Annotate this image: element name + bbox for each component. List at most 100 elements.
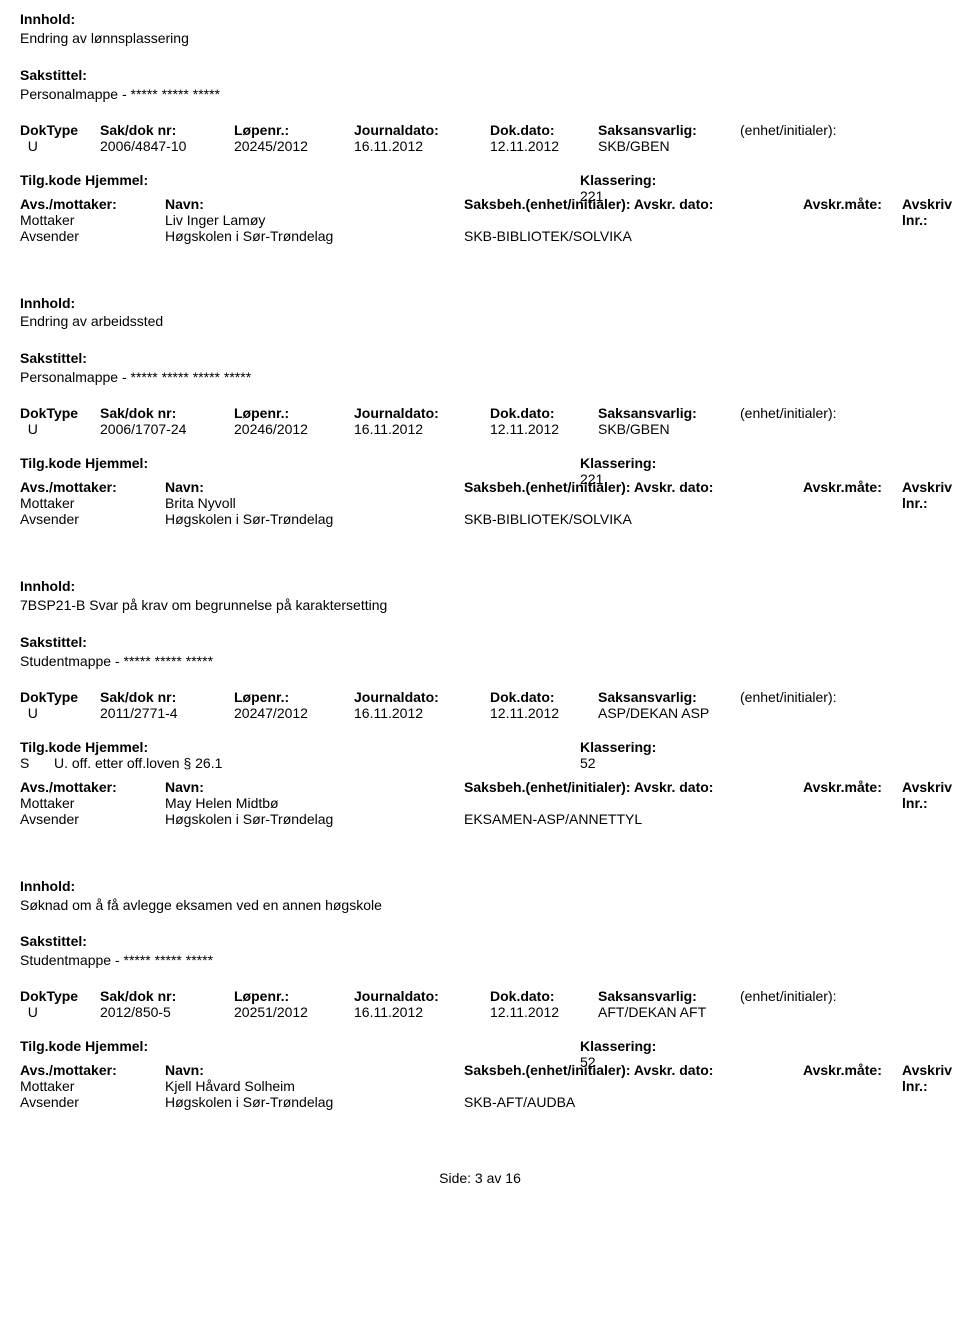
lopenr-label: Løpenr.: (234, 689, 354, 705)
navn-label: Navn: (165, 479, 425, 495)
dokdato-label: Dok.dato: (490, 405, 598, 421)
mottaker-role: Mottaker (20, 795, 165, 811)
navn-label: Navn: (165, 1062, 425, 1078)
avskrmate-label: Avskr.måte: (803, 779, 882, 795)
sakdok-value: 2006/4847-10 (100, 138, 234, 154)
saksbeh-label: Saksbeh.(enhet/initialer): Avskr. dato: (464, 1062, 713, 1078)
journaldato-value: 16.11.2012 (354, 705, 490, 721)
avsender-role: Avsender (20, 511, 165, 527)
saksansvarlig-value: AFT/DEKAN AFT (598, 1004, 940, 1020)
saksbeh-label: Saksbeh.(enhet/initialer): Avskr. dato: (464, 479, 713, 495)
tilg-row: Tilg.kode Hjemmel: Klassering: (20, 739, 940, 755)
record-values-row: U 2006/1707-24 20246/2012 16.11.2012 12.… (20, 421, 940, 437)
avsender-row: Avsender Høgskolen i Sør-Trøndelag EKSAM… (20, 811, 940, 827)
journaldato-label: Journaldato: (354, 122, 490, 138)
innhold-label: Innhold: (20, 294, 940, 313)
record-header-row: DokType Sak/dok nr: Løpenr.: Journaldato… (20, 122, 940, 138)
lopenr-label: Løpenr.: (234, 405, 354, 421)
sakstittel-text: Studentmappe - ***** ***** ***** (20, 652, 940, 671)
record-header-row: DokType Sak/dok nr: Løpenr.: Journaldato… (20, 405, 940, 421)
doktype-value: U (20, 138, 100, 154)
enhet-label: (enhet/initialer): (740, 122, 837, 138)
sakdok-value: 2012/850-5 (100, 1004, 234, 1020)
doktype-label: DokType (20, 405, 100, 421)
sakdok-label: Sak/dok nr: (100, 988, 234, 1004)
avsender-role: Avsender (20, 228, 165, 244)
mottaker-row: Mottaker Kjell Håvard Solheim (20, 1078, 940, 1094)
innhold-label: Innhold: (20, 877, 940, 896)
sakdok-value: 2006/1707-24 (100, 421, 234, 437)
enhet-label: (enhet/initialer): (740, 405, 837, 421)
avsender-unit: EKSAMEN-ASP/ANNETTYL (464, 811, 642, 827)
klassering-label: Klassering: (580, 455, 656, 471)
record-header-row: DokType Sak/dok nr: Løpenr.: Journaldato… (20, 689, 940, 705)
mottaker-name: Brita Nyvoll (165, 495, 465, 511)
page-footer: Side: 3 av 16 (20, 1170, 940, 1186)
hjemmel-text: U. off. etter off.loven § 26.1 (54, 755, 474, 771)
journal-record: Innhold: 7BSP21-B Svar på krav om begrun… (20, 577, 940, 827)
sakstittel-label: Sakstittel: (20, 349, 940, 368)
avs-header-row: Avs./mottaker: Navn: Saksbeh.(enhet/init… (20, 1062, 940, 1078)
journal-record: Innhold: Endring av arbeidssted Sakstitt… (20, 294, 940, 528)
journaldato-label: Journaldato: (354, 988, 490, 1004)
sakdok-label: Sak/dok nr: (100, 122, 234, 138)
dokdato-label: Dok.dato: (490, 988, 598, 1004)
sakstittel-text: Personalmappe - ***** ***** ***** ***** (20, 368, 940, 387)
journaldato-value: 16.11.2012 (354, 1004, 490, 1020)
avsender-name: Høgskolen i Sør-Trøndelag (165, 511, 465, 527)
avskrmate-label: Avskr.måte: (803, 196, 882, 212)
enhet-label: (enhet/initialer): (740, 689, 837, 705)
hjemmel-row: S U. off. etter off.loven § 26.1 52 (20, 755, 940, 771)
dokdato-label: Dok.dato: (490, 689, 598, 705)
sakstittel-label: Sakstittel: (20, 932, 940, 951)
tilg-row: Tilg.kode Hjemmel: Klassering: (20, 1038, 940, 1054)
lopenr-value: 20245/2012 (234, 138, 354, 154)
innhold-text: 7BSP21-B Svar på krav om begrunnelse på … (20, 596, 940, 615)
record-header-row: DokType Sak/dok nr: Løpenr.: Journaldato… (20, 988, 940, 1004)
lopenr-value: 20251/2012 (234, 1004, 354, 1020)
avsender-name: Høgskolen i Sør-Trøndelag (165, 228, 465, 244)
avskrmate-label: Avskr.måte: (803, 1062, 882, 1078)
saksansvarlig-value: ASP/DEKAN ASP (598, 705, 940, 721)
tilgkode-hjemmel-label: Tilg.kode Hjemmel: (20, 739, 234, 755)
avsmottaker-label: Avs./mottaker: (20, 479, 165, 495)
saksansvarlig-value: SKB/GBEN (598, 138, 940, 154)
doktype-value: U (20, 1004, 100, 1020)
sakdok-label: Sak/dok nr: (100, 689, 234, 705)
avskrmate-label: Avskr.måte: (803, 479, 882, 495)
record-values-row: U 2011/2771-4 20247/2012 16.11.2012 12.1… (20, 705, 940, 721)
doktype-label: DokType (20, 689, 100, 705)
klassering-label: Klassering: (580, 739, 656, 755)
avsender-unit: SKB-BIBLIOTEK/SOLVIKA (464, 228, 632, 244)
innhold-label: Innhold: (20, 10, 940, 29)
tilg-row: Tilg.kode Hjemmel: Klassering: (20, 172, 940, 188)
avs-header-row: Avs./mottaker: Navn: Saksbeh.(enhet/init… (20, 196, 940, 212)
klassering-value: 52 (580, 755, 596, 771)
dokdato-value: 12.11.2012 (490, 1004, 598, 1020)
klassering-label: Klassering: (580, 1038, 656, 1054)
avsender-row: Avsender Høgskolen i Sør-Trøndelag SKB-B… (20, 228, 940, 244)
records-container: Innhold: Endring av lønnsplassering Saks… (20, 10, 940, 1110)
avsender-role: Avsender (20, 1094, 165, 1110)
dokdato-value: 12.11.2012 (490, 421, 598, 437)
mottaker-row: Mottaker May Helen Midtbø (20, 795, 940, 811)
lopenr-label: Løpenr.: (234, 988, 354, 1004)
saksansvarlig-value: SKB/GBEN (598, 421, 940, 437)
avsender-name: Høgskolen i Sør-Trøndelag (165, 811, 465, 827)
innhold-label: Innhold: (20, 577, 940, 596)
saksbeh-label: Saksbeh.(enhet/initialer): Avskr. dato: (464, 779, 713, 795)
tilg-row: Tilg.kode Hjemmel: Klassering: (20, 455, 940, 471)
lopenr-value: 20246/2012 (234, 421, 354, 437)
journaldato-label: Journaldato: (354, 689, 490, 705)
sakstittel-text: Studentmappe - ***** ***** ***** (20, 951, 940, 970)
tilgkode-hjemmel-label: Tilg.kode Hjemmel: (20, 172, 234, 188)
avsmottaker-label: Avs./mottaker: (20, 1062, 165, 1078)
avs-header-row: Avs./mottaker: Navn: Saksbeh.(enhet/init… (20, 779, 940, 795)
innhold-text: Endring av arbeidssted (20, 312, 940, 331)
sakdok-value: 2011/2771-4 (100, 705, 234, 721)
doktype-value: U (20, 705, 100, 721)
avsender-unit: SKB-BIBLIOTEK/SOLVIKA (464, 511, 632, 527)
avsender-name: Høgskolen i Sør-Trøndelag (165, 1094, 465, 1110)
avsender-row: Avsender Høgskolen i Sør-Trøndelag SKB-A… (20, 1094, 940, 1110)
tilgkode-hjemmel-label: Tilg.kode Hjemmel: (20, 455, 234, 471)
